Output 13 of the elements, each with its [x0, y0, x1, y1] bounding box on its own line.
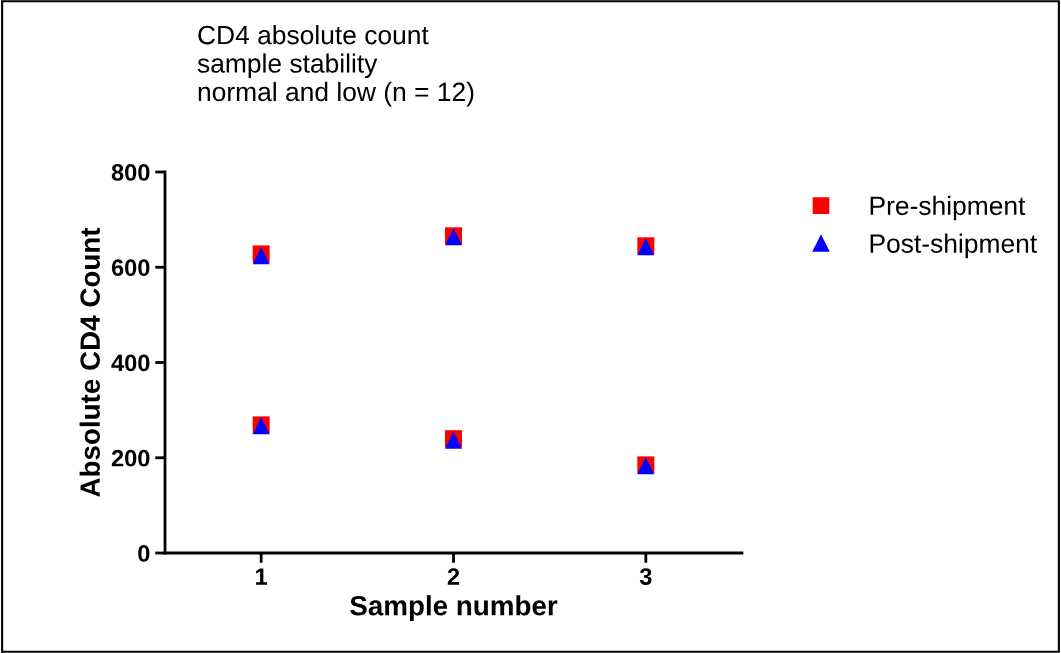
chart-title: CD4 absolute count sample stability normal and low (n = 12)	[197, 25, 474, 107]
x-tick-label: 3	[639, 568, 652, 585]
y-tick-label: 200	[111, 449, 150, 467]
y-tick-label: 400	[111, 354, 150, 372]
y-tick-label: 800	[111, 164, 150, 181]
y-axis-title: Absolute CD4 Count	[79, 227, 100, 497]
x-axis-title: Sample number	[350, 595, 558, 622]
x-tick-label: 2	[447, 568, 460, 585]
y-tick-label: 600	[111, 259, 150, 277]
x-tick-label: 1	[256, 568, 268, 585]
legend-label: Pre-shipment	[870, 195, 1026, 221]
legend-label: Post-shipment	[870, 233, 1037, 259]
y-tick-label: 0	[138, 545, 150, 562]
